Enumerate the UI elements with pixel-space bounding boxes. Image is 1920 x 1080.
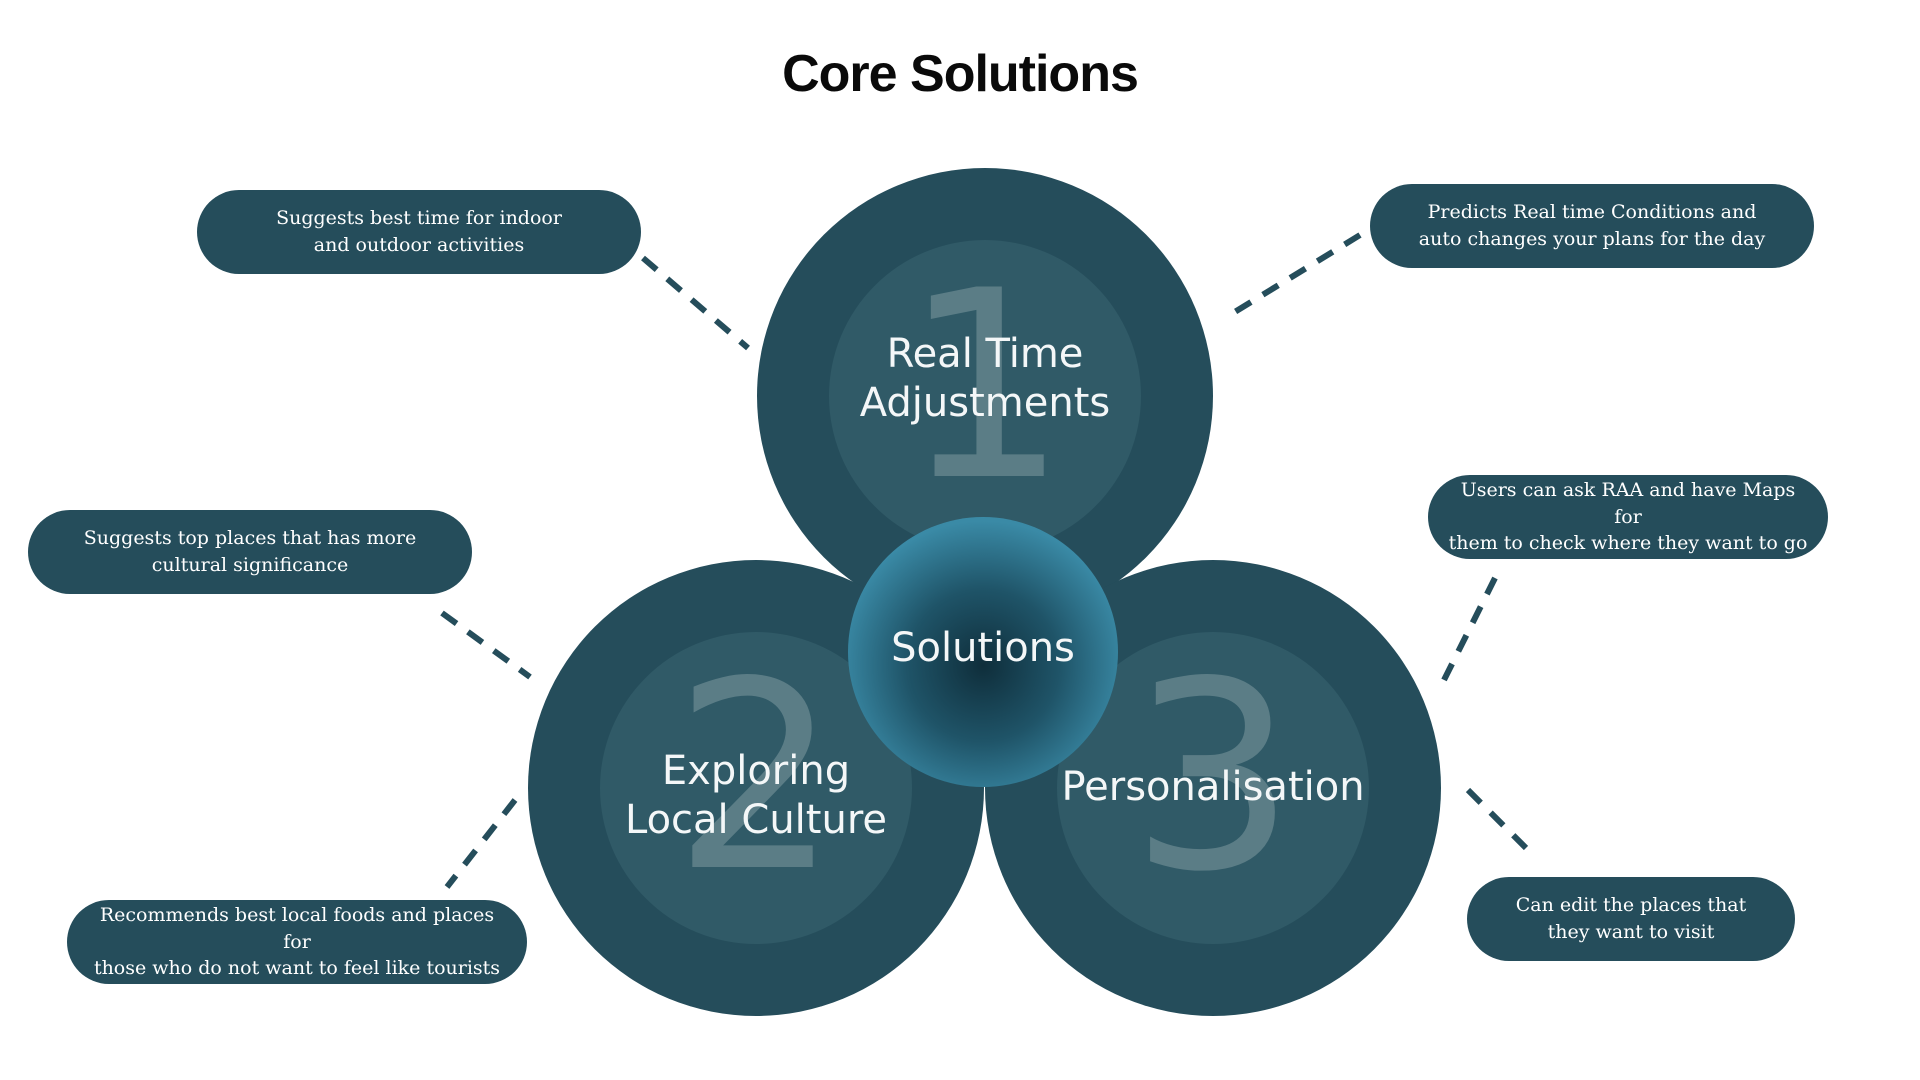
connector-mid-right <box>1437 576 1498 690</box>
center-label: Solutions <box>891 625 1075 671</box>
solution-label-2: Exploring Local Culture <box>625 748 887 843</box>
connector-top-left <box>641 255 750 351</box>
connector-mid-left <box>440 610 532 680</box>
center-circle <box>848 517 1118 787</box>
solution-number-1: 1 <box>902 236 1068 538</box>
callout-bottom-right: Can edit the places that they want to vis… <box>1467 877 1795 961</box>
solution-number-2: 2 <box>673 627 839 929</box>
solution-label-3: Personalisation <box>1061 764 1365 810</box>
connector-bottom-right <box>1465 787 1536 858</box>
connector-bottom-left <box>444 798 518 889</box>
page-title: Core Solutions <box>782 45 1139 103</box>
connector-top-right <box>1223 232 1362 321</box>
callout-bottom-left: Recommends best local foods and places f… <box>67 900 527 984</box>
callout-top-left: Suggests best time for indoor and outdoor… <box>197 190 641 274</box>
solution-inner-circle-1 <box>829 240 1141 552</box>
solution-number-3: 3 <box>1130 627 1296 929</box>
solution-label-1: Real Time Adjustments <box>859 331 1111 426</box>
callout-mid-right: Users can ask RAA and have Maps for them … <box>1428 475 1828 559</box>
callout-mid-left: Suggests top places that has more cultura… <box>28 510 472 594</box>
callout-top-right: Predicts Real time Conditions and auto ch… <box>1370 184 1814 268</box>
